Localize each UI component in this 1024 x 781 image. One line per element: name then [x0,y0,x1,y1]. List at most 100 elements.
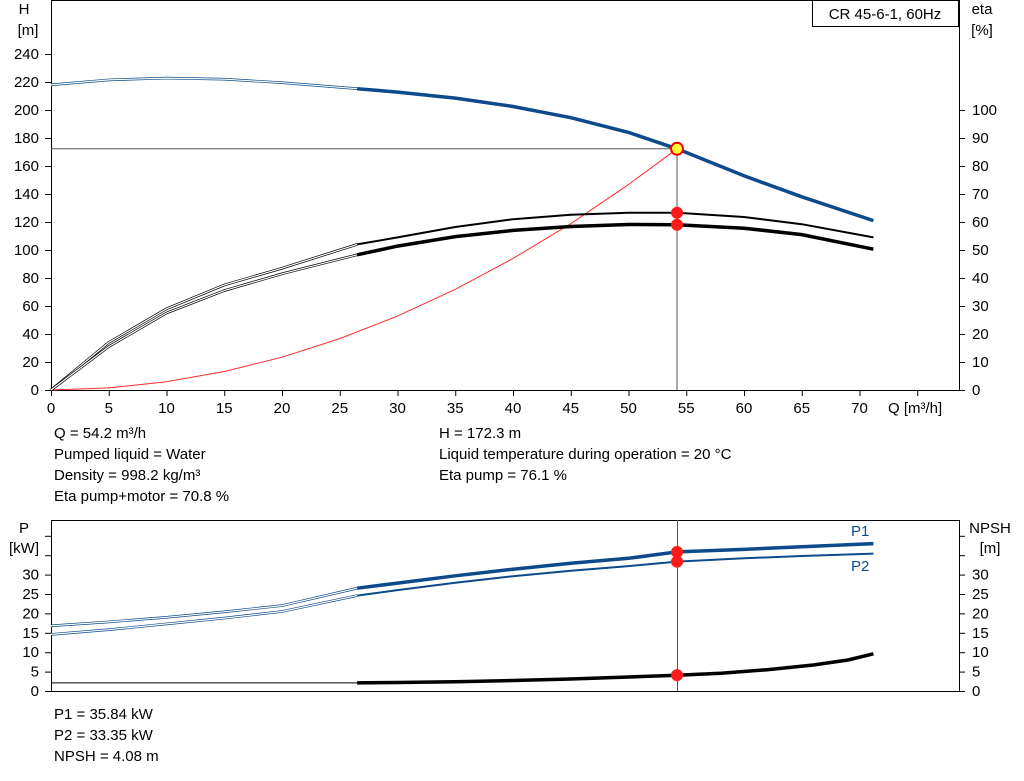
y-right-tick-label: 80 [972,158,989,175]
y-left-tick-label: 100 [14,242,39,259]
head-extrapolated-outer [50,76,358,90]
operating-point-marker [670,141,685,156]
p-axis-title: P [19,520,29,537]
operating-point-info-right: H = 172.3 m Liquid temperature during op… [439,423,731,486]
npsh-tick-label: 15 [972,625,989,642]
y-right-tick-label: 50 [972,242,989,259]
x-tick-label: 65 [793,400,810,417]
x-axis-title: Q [m³/h] [888,400,942,417]
p1-curve [356,541,874,590]
npsh-tick-label: 5 [972,664,980,681]
y-left-tick-label: 160 [14,158,39,175]
npsh-tick-label: 0 [972,683,980,700]
p-tick-label: 0 [31,683,39,700]
y-left-tick-label: 40 [22,326,39,343]
x-tick-label: 15 [216,400,233,417]
operating-point-info-left: Q = 54.2 m³/h Pumped liquid = Water Dens… [54,423,229,507]
duty-point-marker [671,206,684,219]
npsh-tick-label: 30 [972,567,989,584]
p-axis-unit: [kW] [9,540,39,557]
y-right-tick-label: 90 [972,130,989,147]
y-left-tick-label: 140 [14,186,39,203]
x-tick-label: 25 [331,400,348,417]
duty-point-marker [671,218,684,231]
y-right-tick-label: 40 [972,270,989,287]
info-flow: Q = 54.2 m³/h [54,425,147,442]
x-tick-label: 5 [105,400,113,417]
y-left-axis-title: H [19,1,30,18]
npsh-tick-label: 10 [972,644,989,661]
duty-point-marker [671,545,684,558]
npsh-curve [357,652,874,685]
info-pumped-liquid: Pumped liquid = Water [54,446,206,463]
npsh-axis-unit: [m] [980,540,1001,557]
y-left-tick-label: 0 [31,382,39,399]
info-liquid-temperature: Liquid temperature during operation = 20… [439,446,732,463]
eta-pump-curve [356,211,874,246]
x-tick-label: 0 [47,400,55,417]
x-tick-label: 45 [562,400,579,417]
p-tick-label: 25 [22,586,39,603]
system-curve-curve [50,148,678,391]
head-curve [356,86,874,223]
x-tick-label: 30 [389,400,406,417]
y-left-tick-label: 80 [22,270,39,287]
y-left-tick-label: 220 [14,74,39,91]
p2-extrapolated-inner [50,595,358,635]
bottom-plot-frame [51,520,960,692]
y-left-axis-unit: [m] [18,22,39,39]
head-extrapolated-inner [50,77,358,90]
power-npsh-info: P1 = 35.84 kW P2 = 33.35 kW NPSH = 4.08 … [54,704,159,767]
x-tick-label: 20 [274,400,291,417]
eta-pump-motor-extrapolated-outer [50,253,358,392]
top-plot-frame [51,0,960,391]
x-tick-label: 10 [158,400,175,417]
eta-pump-extrapolated-inner [50,243,358,391]
p-tick-label: 5 [31,664,39,681]
x-tick-label: 50 [620,400,637,417]
info-eta-pump: Eta pump = 76.1 % [439,467,567,484]
eta-pump-motor-extrapolated-inner [50,254,358,391]
chart-title: CR 45-6-1, 60Hz [829,6,942,23]
npsh-axis-title: NPSH [969,520,1011,537]
y-right-tick-label: 30 [972,298,989,315]
p-tick-label: 15 [22,625,39,642]
p2-series-label: P2 [851,558,869,575]
duty-point-marker [671,555,684,568]
y-left-tick-label: 120 [14,214,39,231]
y-right-axis-unit: [%] [971,22,993,39]
x-tick-label: 60 [736,400,753,417]
x-tick-label: 70 [851,400,868,417]
info-p1: P1 = 35.84 kW [54,706,153,723]
x-tick-label: 40 [505,400,522,417]
info-head: H = 172.3 m [439,425,522,442]
info-eta-pump-motor: Eta pump+motor = 70.8 % [54,488,230,505]
y-right-tick-label: 70 [972,186,989,203]
info-npsh: NPSH = 4.08 m [54,748,159,765]
y-right-tick-label: 100 [972,102,997,119]
y-left-tick-label: 20 [22,354,39,371]
p2-curve [356,552,874,597]
chart-title-box [812,0,959,27]
y-right-tick-label: 0 [972,382,980,399]
x-tick-label: 35 [447,400,464,417]
duty-point-marker [671,669,684,682]
p-tick-label: 10 [22,644,39,661]
npsh-tick-label: 25 [972,586,989,603]
info-p2: P2 = 33.35 kW [54,727,153,744]
y-left-tick-label: 200 [14,102,39,119]
p-tick-label: 30 [22,567,39,584]
y-right-tick-label: 60 [972,214,989,231]
y-right-tick-label: 20 [972,326,989,343]
eta-pump-motor-curve [356,222,874,257]
p1-extrapolated-inner [50,587,358,627]
npsh-tick-label: 20 [972,605,989,622]
p1-series-label: P1 [851,523,869,540]
y-left-tick-label: 60 [22,298,39,315]
y-left-tick-label: 240 [14,46,39,63]
y-right-tick-label: 10 [972,354,989,371]
p-tick-label: 20 [22,605,39,622]
info-density: Density = 998.2 kg/m³ [54,467,201,484]
x-tick-label: 55 [678,400,695,417]
